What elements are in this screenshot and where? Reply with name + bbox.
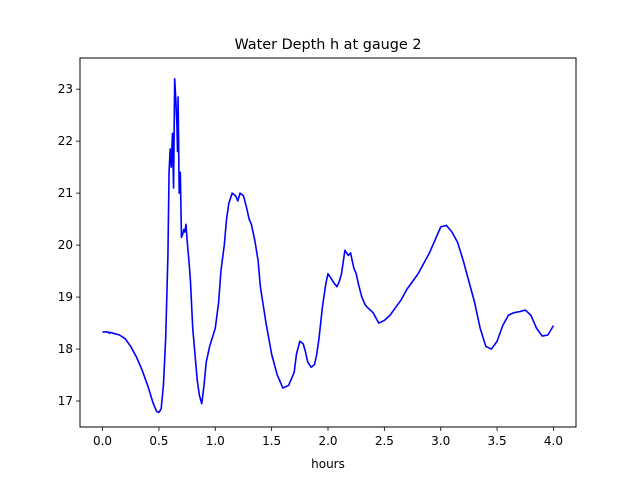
y-tick-label: 19 [58,290,73,304]
plot-area [102,77,555,414]
plot-frame [79,57,577,428]
y-tick-label: 21 [58,186,73,200]
x-axis-label: hours [311,457,345,471]
chart-title: Water Depth h at gauge 2 [234,37,421,53]
x-axis: 0.0 0.5 1.0 1.5 2.0 2.5 3.0 3.5 4.0 [93,427,563,448]
x-tick-label: 1.5 [262,434,281,448]
x-tick-label: 3.5 [488,434,507,448]
x-tick-label: 1.0 [206,434,225,448]
y-axis: 17 18 19 20 21 22 23 [58,82,80,408]
y-tick-label: 20 [58,238,73,252]
x-tick-label: 4.0 [544,434,563,448]
series-line [102,77,555,414]
x-tick-label: 0.0 [93,434,112,448]
x-tick-label: 2.0 [318,434,337,448]
x-tick-label: 0.5 [149,434,168,448]
y-tick-label: 17 [58,394,73,408]
y-tick-label: 23 [58,82,73,96]
x-tick-label: 2.5 [375,434,394,448]
y-tick-label: 18 [58,342,73,356]
x-tick-label: 3.0 [431,434,450,448]
y-tick-label: 22 [58,134,73,148]
